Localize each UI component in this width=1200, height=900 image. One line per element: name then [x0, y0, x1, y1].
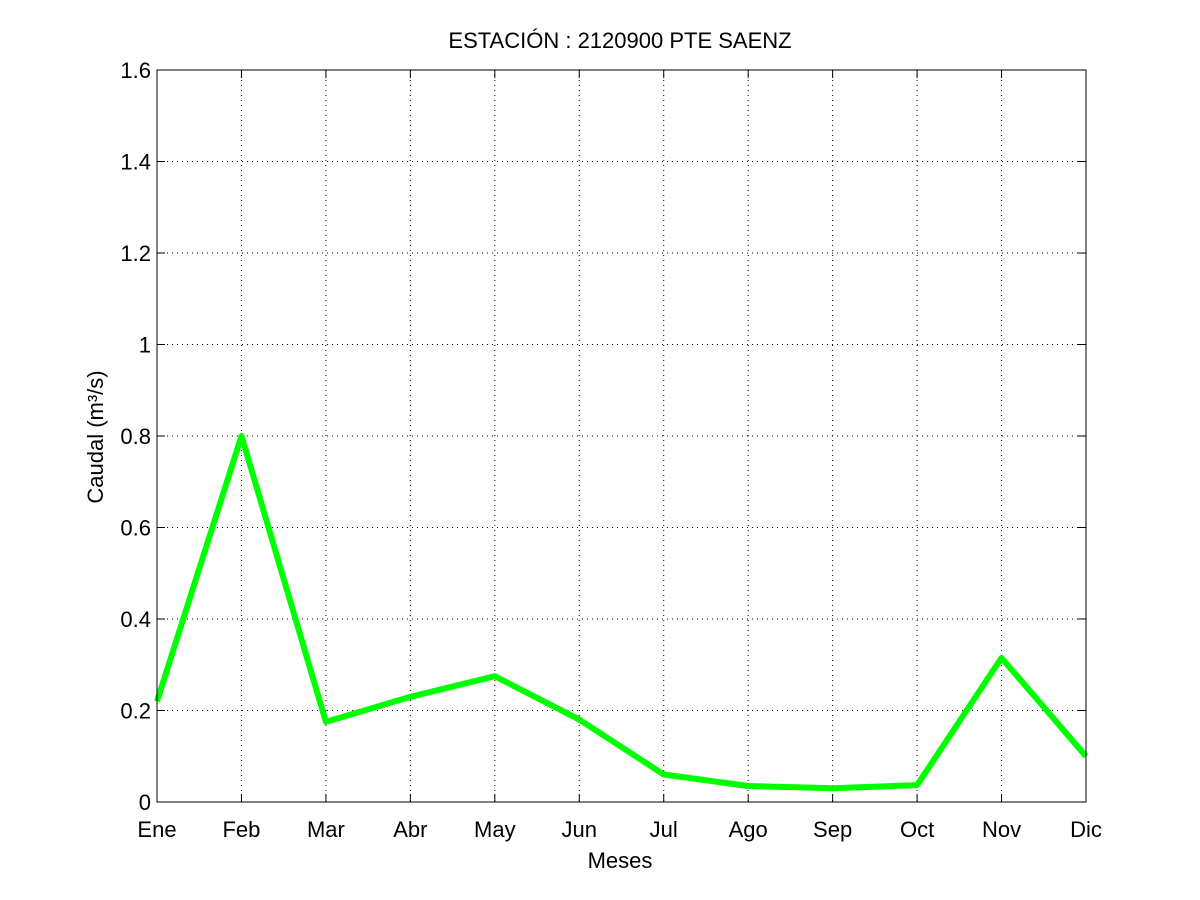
x-tick-label: Sep [813, 817, 852, 842]
x-tick-label: Abr [393, 817, 427, 842]
y-tick-label: 1 [139, 333, 151, 358]
y-tick-label: 0.6 [120, 516, 151, 541]
y-tick-label: 1.4 [120, 150, 151, 175]
x-tick-label: Oct [900, 817, 934, 842]
x-tick-label: Mar [307, 817, 345, 842]
y-tick-label: 0.8 [120, 424, 151, 449]
x-tick-label: May [474, 817, 516, 842]
y-tick-label: 0.4 [120, 607, 151, 632]
x-tick-label: Jun [562, 817, 597, 842]
y-tick-label: 0.2 [120, 699, 151, 724]
x-tick-label: Ene [137, 817, 176, 842]
x-tick-label: Jul [650, 817, 678, 842]
y-tick-label: 1.2 [120, 241, 151, 266]
chart-title: ESTACIÓN : 2120900 PTE SAENZ [448, 28, 791, 53]
plot-background [157, 70, 1086, 802]
x-axis-label: Meses [588, 848, 653, 873]
y-axis-label: Caudal (m³/s) [83, 370, 108, 503]
plot-area: Ene Feb Mar Abr May Jun Jul Ago Sep Oct Nov Dic 0 0.2… [120, 58, 1101, 842]
x-tick-label: Feb [222, 817, 260, 842]
series-line [154, 433, 1089, 792]
x-tick-label: Nov [982, 817, 1021, 842]
y-tick-label: 0 [139, 790, 151, 815]
x-tick-label: Dic [1070, 817, 1102, 842]
y-tick-label: 1.6 [120, 58, 151, 83]
x-tick-label: Ago [729, 817, 768, 842]
